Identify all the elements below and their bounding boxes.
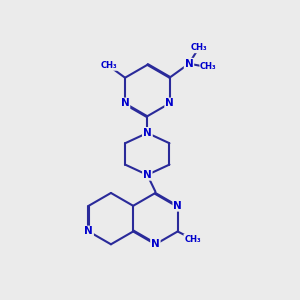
Text: CH₃: CH₃ [191,44,208,52]
Text: N: N [151,239,160,249]
Text: N: N [143,128,152,138]
Text: N: N [143,128,152,138]
Text: N: N [84,226,93,236]
Text: N: N [121,98,129,108]
Text: CH₃: CH₃ [101,61,118,70]
Text: N: N [143,170,152,180]
Text: N: N [184,59,194,69]
Text: N: N [165,98,174,108]
Text: CH₃: CH₃ [184,235,201,244]
Text: N: N [173,201,182,211]
Text: CH₃: CH₃ [200,62,217,71]
